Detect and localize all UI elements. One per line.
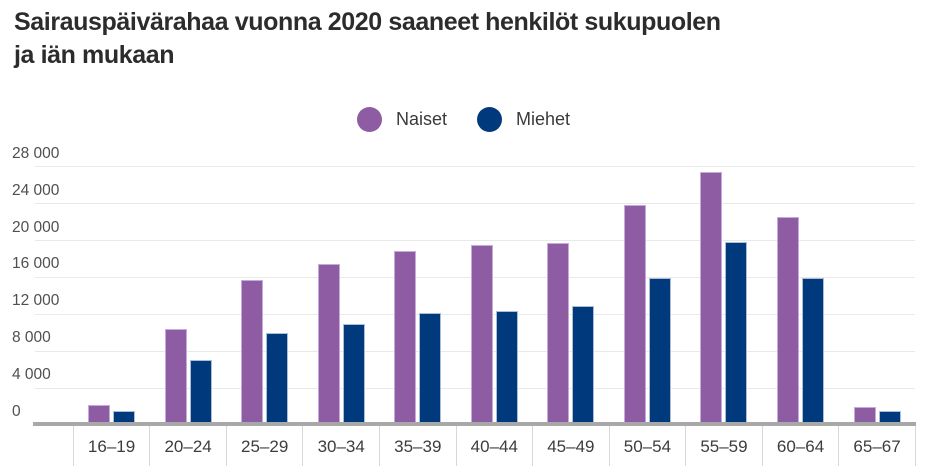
x-axis-category-label-20-24: 20–24 — [164, 437, 212, 456]
bar-miehet-45-49 — [572, 305, 595, 425]
gridline-28000 — [35, 166, 915, 168]
x-axis-tick — [379, 426, 380, 466]
y-axis-tick-label-0: 0 — [12, 403, 21, 420]
x-axis-tick — [302, 426, 304, 466]
x-axis-tick — [532, 426, 534, 466]
x-axis-tick — [225, 426, 227, 466]
bar-miehet-20-24 — [189, 359, 212, 425]
bar-naiset-35-39 — [394, 250, 417, 425]
bar-miehet-60-64 — [802, 278, 825, 425]
bar-naiset-65-67 — [853, 406, 876, 425]
x-axis-tick — [914, 426, 916, 466]
x-axis-category-label-40-44: 40–44 — [470, 437, 518, 456]
miehet-color-dot-icon — [477, 107, 502, 132]
y-axis-tick-label-28000: 28 000 — [12, 144, 60, 162]
x-axis-category-label-16-19: 16–19 — [87, 437, 136, 456]
x-axis-tick — [838, 426, 840, 466]
x-axis-tick — [455, 426, 457, 466]
x-axis-category-label-45-49: 45–49 — [547, 437, 595, 456]
x-axis-tick — [761, 426, 763, 466]
x-axis-line — [33, 421, 916, 426]
bar-naiset-20-24 — [164, 329, 187, 425]
y-axis-tick-label-24000: 24 000 — [12, 181, 60, 199]
x-axis-category-label-25-29: 25–29 — [241, 437, 289, 456]
x-axis-category-label-60-64: 60–64 — [776, 437, 825, 456]
bar-miehet-40-44 — [495, 310, 518, 425]
bar-naiset-16-19 — [88, 404, 111, 425]
chart-legend: Naiset Miehet — [0, 107, 927, 132]
gridline-24000 — [35, 203, 915, 205]
bar-naiset-60-64 — [777, 216, 800, 425]
naiset-color-dot-icon — [356, 107, 382, 132]
x-axis-tick — [72, 426, 74, 466]
bar-naiset-55-59 — [700, 172, 723, 425]
x-axis-category-label-30-34: 30–34 — [317, 437, 365, 456]
bar-naiset-30-34 — [317, 264, 340, 425]
bar-miehet-50-54 — [648, 278, 671, 425]
x-axis-tick — [685, 426, 687, 466]
x-axis-category-label-65-67: 65–67 — [853, 437, 901, 456]
x-axis-category-label-50-54: 50–54 — [623, 437, 672, 456]
y-axis-tick-label-16000: 16 000 — [12, 255, 60, 273]
chart-title-line-2: ja iän mukaan — [14, 41, 175, 69]
bar-miehet-55-59 — [725, 242, 748, 425]
bar-naiset-25-29 — [241, 280, 264, 425]
x-axis-tick — [608, 426, 610, 466]
legend-item-miehet: Miehet — [477, 107, 570, 132]
chart-title-line-1: Sairauspäivärahaa vuonna 2020 saaneet he… — [14, 8, 721, 36]
bar-miehet-30-34 — [342, 324, 365, 425]
y-axis-tick-label-4000: 4 000 — [12, 366, 51, 384]
bar-naiset-40-44 — [470, 245, 493, 425]
bar-miehet-35-39 — [419, 313, 442, 425]
legend-label-naiset: Naiset — [395, 109, 447, 129]
x-axis-category-label-55-59: 55–59 — [700, 437, 748, 456]
bar-naiset-45-49 — [547, 243, 570, 425]
x-axis-category-label-35-39: 35–39 — [394, 437, 442, 456]
x-axis-tick — [149, 426, 151, 466]
y-axis-tick-label-8000: 8 000 — [12, 329, 51, 347]
legend-item-naiset: Naiset — [356, 107, 447, 132]
gridline-20000 — [35, 240, 915, 241]
bar-naiset-50-54 — [623, 204, 646, 425]
y-axis-tick-label-12000: 12 000 — [12, 292, 60, 310]
legend-label-miehet: Miehet — [516, 109, 571, 129]
y-axis-tick-label-20000: 20 000 — [12, 218, 60, 236]
bar-miehet-25-29 — [266, 332, 289, 425]
chart-title: Sairauspäivärahaa vuonna 2020 saaneet he… — [14, 6, 721, 72]
